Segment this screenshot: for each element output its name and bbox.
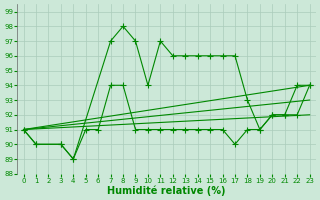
X-axis label: Humidité relative (%): Humidité relative (%) <box>107 185 226 196</box>
